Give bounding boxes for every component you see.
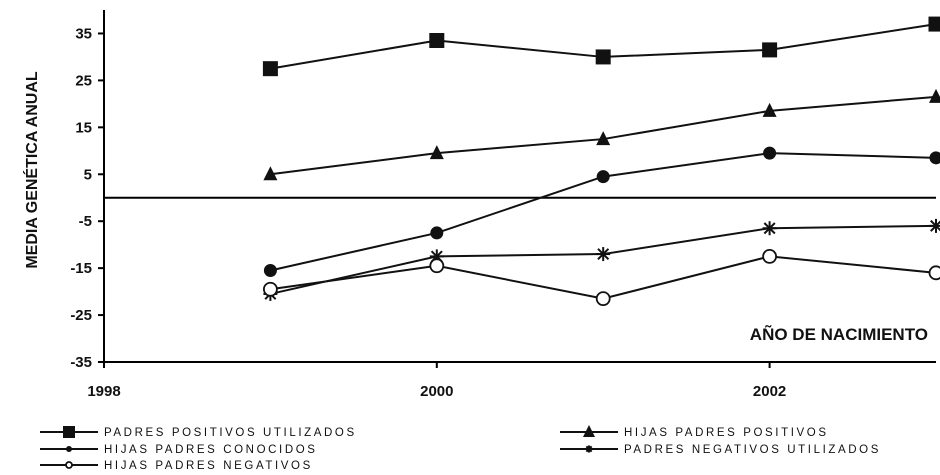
series-4	[262, 248, 940, 307]
legend-item: PADRES NEGATIVOS UTILIZADOS	[560, 444, 881, 456]
x-axis-title-background	[665, 316, 935, 350]
circle-marker	[596, 170, 610, 184]
triangle-shape	[929, 88, 940, 103]
star-marker	[762, 221, 777, 236]
square-marker	[595, 49, 611, 65]
open-circle-marker	[595, 291, 611, 307]
circle-marker	[66, 446, 72, 452]
star-stroke	[597, 248, 610, 261]
square-marker	[63, 426, 75, 438]
axes	[103, 10, 936, 363]
triangle-marker	[596, 131, 611, 146]
square-shape	[262, 61, 278, 77]
open-circle-marker	[429, 258, 445, 274]
triangle-marker	[583, 425, 595, 437]
square-shape	[63, 426, 75, 438]
triangle-marker	[429, 145, 444, 160]
square-shape	[595, 49, 611, 65]
y-tick-label: 15	[75, 119, 92, 136]
y-tick-label: -15	[70, 260, 92, 277]
y-tick-label: 35	[75, 25, 92, 42]
circle-shape	[430, 226, 444, 240]
circle-shape	[929, 151, 940, 165]
open-circle-marker	[262, 281, 278, 297]
square-marker	[262, 61, 278, 77]
x-tick-label: 2000	[420, 383, 453, 400]
circle-shape	[763, 146, 777, 160]
open-circle-marker	[65, 461, 73, 469]
circle-marker	[263, 263, 277, 277]
star-marker	[585, 445, 593, 453]
y-tick-label: -35	[70, 354, 92, 371]
triangle-shape	[762, 102, 777, 117]
square-marker	[429, 33, 445, 49]
triangle-marker	[762, 102, 777, 117]
legend-item: HIJAS PADRES NEGATIVOS	[40, 460, 313, 472]
tick-labels: 35 25 15 5 -5 -15 -25 -35 1998 2000 2002	[70, 25, 786, 400]
x-tick-label: 1998	[87, 383, 120, 400]
circle-shape	[263, 263, 277, 277]
triangle-shape	[583, 425, 595, 437]
square-shape	[928, 16, 940, 32]
legend: PADRES POSITIVOS UTILIZADOS HIJAS PADRES …	[40, 425, 881, 472]
star-stroke	[585, 445, 593, 453]
x-tick-label: 2002	[753, 383, 786, 400]
y-tick-label: -25	[70, 307, 92, 324]
circle-marker	[929, 151, 940, 165]
star-marker	[929, 218, 940, 233]
open-circle-marker	[762, 248, 777, 264]
legend-item: HIJAS PADRES CONOCIDOS	[40, 444, 318, 456]
legend-label: HIJAS PADRES POSITIVOS	[624, 427, 829, 439]
square-marker	[928, 16, 940, 32]
series-2	[263, 146, 940, 277]
series-0	[262, 16, 940, 77]
open-circle-marker	[928, 265, 940, 281]
triangle-shape	[429, 145, 444, 160]
open-circle-shape	[928, 265, 940, 281]
legend-label: PADRES NEGATIVOS UTILIZADOS	[624, 444, 881, 456]
triangle-shape	[263, 166, 278, 181]
y-tick-label: -5	[79, 213, 92, 230]
circle-marker	[430, 226, 444, 240]
open-circle-shape	[595, 291, 611, 307]
legend-label: HIJAS PADRES CONOCIDOS	[104, 444, 318, 456]
x-axis-title: AÑO DE NACIMIENTO	[750, 324, 928, 344]
square-shape	[762, 42, 778, 58]
legend-label: PADRES POSITIVOS UTILIZADOS	[104, 427, 357, 439]
circle-shape	[66, 446, 72, 452]
open-circle-shape	[762, 248, 777, 264]
triangle-marker	[263, 166, 278, 181]
open-circle-shape	[429, 258, 445, 274]
open-circle-shape	[262, 281, 278, 297]
circle-marker	[763, 146, 777, 160]
star-stroke	[763, 222, 776, 235]
square-marker	[762, 42, 778, 58]
legend-item: PADRES POSITIVOS UTILIZADOS	[40, 426, 357, 439]
star-marker	[596, 247, 611, 262]
y-tick-label: 5	[84, 166, 92, 183]
circle-shape	[596, 170, 610, 184]
series-3	[263, 218, 940, 301]
open-circle-shape	[65, 461, 73, 469]
triangle-shape	[596, 131, 611, 146]
triangle-marker	[929, 88, 940, 103]
series-layer	[262, 16, 940, 307]
y-axis-title: MEDIA GENÉTICA ANUAL	[22, 71, 41, 269]
legend-item: HIJAS PADRES POSITIVOS	[560, 425, 829, 439]
series-1	[263, 88, 940, 181]
y-tick-label: 25	[75, 72, 92, 89]
square-shape	[429, 33, 445, 49]
legend-label: HIJAS PADRES NEGATIVOS	[104, 460, 313, 472]
